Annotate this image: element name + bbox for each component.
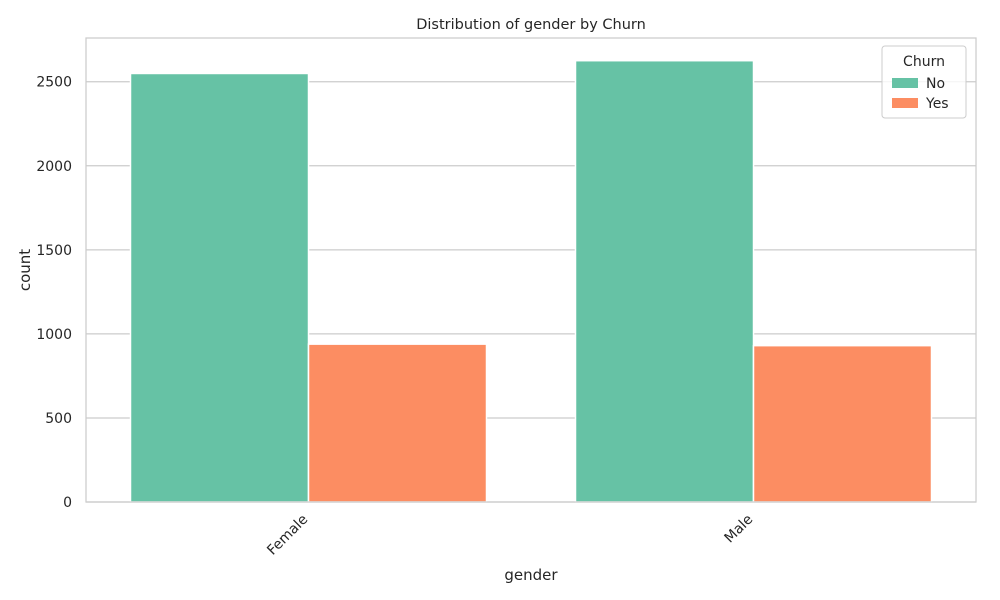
legend-swatch-no (892, 78, 918, 88)
bar-female-yes (307, 343, 488, 503)
y-tick-label: 1000 (36, 327, 72, 343)
bars (129, 59, 933, 503)
legend-entry-no: No (926, 76, 945, 92)
y-axis-label: count (16, 249, 34, 291)
bar-male-yes (752, 344, 933, 503)
y-tick-label: 2000 (36, 159, 72, 175)
y-tick-label: 1500 (36, 243, 72, 259)
legend-title: Churn (903, 54, 945, 70)
x-tick-label: Male (722, 512, 757, 547)
x-axis-label: gender (504, 566, 558, 584)
bar-female-no (129, 72, 310, 503)
y-tick-label: 500 (45, 411, 72, 427)
bar-male-no (574, 59, 755, 503)
plot-frame (85, 37, 977, 503)
legend-entries: No Yes (892, 76, 949, 112)
x-tick-label: Female (264, 512, 311, 559)
legend-swatch-yes (892, 98, 918, 108)
chart-title: Distribution of gender by Churn (416, 17, 646, 33)
legend-entry-yes: Yes (925, 96, 949, 112)
x-tick-labels: Female Male (264, 512, 756, 559)
y-tick-labels: 0 500 1000 1500 2000 2500 (36, 75, 72, 511)
y-tick-label: 2500 (36, 75, 72, 91)
legend: Churn No Yes (881, 45, 967, 119)
y-tick-label: 0 (63, 495, 72, 511)
